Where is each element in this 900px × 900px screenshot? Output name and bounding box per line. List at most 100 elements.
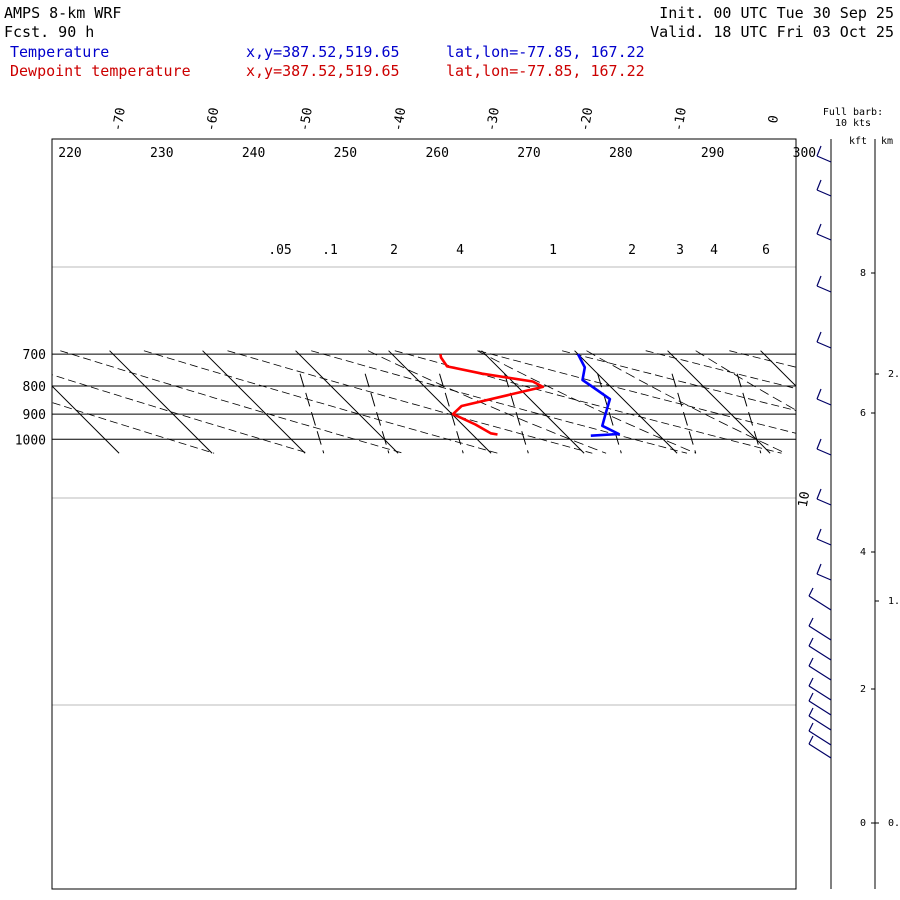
- wind-barb: [816, 189, 832, 197]
- wind-barb-flag: [816, 563, 822, 575]
- temperature-latlon: lat,lon=-77.85, 167.22: [446, 43, 645, 61]
- isotherm: [854, 351, 900, 454]
- isotherm-label: 0: [766, 114, 782, 124]
- wind-barb: [808, 625, 832, 641]
- wind-barb-flag: [808, 637, 814, 647]
- isotherm: [667, 350, 771, 454]
- dry-adiabat-label: 220: [58, 146, 81, 161]
- dry-adiabat-label: 270: [517, 146, 540, 161]
- wind-barb-flag: [808, 657, 814, 667]
- plot-frame: [51, 138, 797, 890]
- moist-adiabat: [805, 351, 900, 454]
- wind-barb-flag: [808, 722, 814, 732]
- wind-barb-flag: [816, 223, 822, 235]
- isotherm: [481, 350, 585, 454]
- wind-barb-flag: [816, 388, 822, 400]
- wind-barb-flag: [816, 275, 822, 287]
- wind-barb: [808, 595, 832, 611]
- wind-barb-flag: [816, 488, 822, 500]
- mixing-ratio-label: 2: [390, 243, 398, 258]
- mixing-ratio-label: .05: [268, 243, 291, 258]
- wind-barb-flag: [816, 145, 822, 157]
- kft-axis-label: kft: [849, 136, 867, 147]
- dry-adiabat: [227, 350, 593, 454]
- mixing-ratio-line: [867, 374, 891, 453]
- valid-time: Valid. 18 UTC Fri 03 Oct 25: [650, 23, 894, 41]
- kft-tick-label: 0: [860, 818, 866, 829]
- km-tick-label: 2.: [888, 369, 900, 380]
- wind-barb-flag: [808, 677, 814, 687]
- dry-adiabat: [394, 350, 782, 454]
- isotherm-label: -20: [578, 107, 597, 133]
- dry-adiabat: [60, 350, 404, 454]
- mixing-ratio-line: [504, 373, 529, 454]
- wind-barb: [816, 538, 832, 546]
- wind-barb: [808, 665, 832, 681]
- mixing-ratio-label: 2: [628, 243, 636, 258]
- light-grid: [52, 266, 796, 706]
- moist-adiabat: [695, 350, 796, 411]
- mixing-ratio-label: 1: [549, 243, 557, 258]
- mixing-ratio-line: [802, 374, 826, 453]
- isotherm-label: -50: [297, 107, 316, 133]
- wind-barb: [816, 285, 832, 293]
- dry-adiabat: [52, 374, 309, 454]
- wind-barb: [816, 448, 832, 456]
- isotherm-label: -60: [204, 107, 223, 133]
- isotherm: [574, 350, 678, 454]
- init-time: Init. 00 UTC Tue 30 Sep 25: [659, 4, 894, 22]
- mixing-ratio-line: [671, 373, 697, 454]
- model-title: AMPS 8-km WRF: [4, 4, 121, 22]
- km-tick-label: 0.: [888, 818, 900, 829]
- isotherm-label: -70: [110, 107, 129, 133]
- temperature-profile: [576, 353, 621, 437]
- isotherm-label: -30: [484, 107, 503, 133]
- wind-barb: [808, 743, 832, 759]
- wind-barb: [816, 341, 832, 349]
- mixing-ratio-line: [597, 373, 622, 454]
- isotherms: [52, 350, 900, 454]
- pressure-tick-label: 1000: [15, 433, 46, 448]
- dewpoint-xy: x,y=387.52,519.65: [246, 62, 400, 80]
- barb-note-line1: Full barb:: [823, 107, 883, 118]
- dry-adiabat: [311, 350, 687, 454]
- pressure-tick-label: 700: [23, 348, 46, 363]
- isotherm: [295, 350, 399, 454]
- dry-adiabat-label: 230: [150, 146, 173, 161]
- isotherm: [760, 350, 796, 387]
- wind-barb-flag: [808, 587, 814, 597]
- km-axis-label: km: [881, 136, 893, 147]
- forecast-hour: Fcst. 90 h: [4, 23, 94, 41]
- dewpoint-legend: Dewpoint temperature: [10, 62, 191, 80]
- isobars: [52, 353, 796, 440]
- wind-barb-flag: [816, 179, 822, 191]
- wind-barb: [808, 685, 832, 701]
- wind-barb: [816, 398, 832, 406]
- temperature-xy: x,y=387.52,519.65: [246, 43, 400, 61]
- km-tick-label: 1.: [888, 596, 900, 607]
- mixing-ratio-line: [299, 373, 325, 454]
- wind-barb: [808, 715, 832, 731]
- mixing-ratio-label: 4: [710, 243, 718, 258]
- dewpoint-profile: [439, 353, 545, 436]
- dry-adiabat-label: 250: [334, 146, 357, 161]
- dry-adiabat-label: 290: [701, 146, 724, 161]
- dry-adiabat: [897, 351, 900, 454]
- isotherm-label: -40: [391, 107, 410, 133]
- kft-tick-label: 4: [860, 547, 866, 558]
- profiles: [439, 353, 621, 437]
- dry-adiabat: [561, 350, 796, 411]
- pressure-tick-label: 900: [23, 408, 46, 423]
- wind-barb: [808, 730, 832, 746]
- kft-tick-label: 2: [860, 684, 866, 695]
- dry-adiabat-label: 300: [793, 146, 816, 161]
- pressure-tick-label: 800: [23, 380, 46, 395]
- isotherm-label: -10: [671, 107, 690, 133]
- wind-barb-flag: [808, 692, 814, 702]
- wind-barb-flag: [808, 735, 814, 745]
- wind-barb: [816, 573, 832, 581]
- dry-adiabat: [478, 350, 796, 434]
- barb-note-line2: 10 kts: [835, 118, 871, 129]
